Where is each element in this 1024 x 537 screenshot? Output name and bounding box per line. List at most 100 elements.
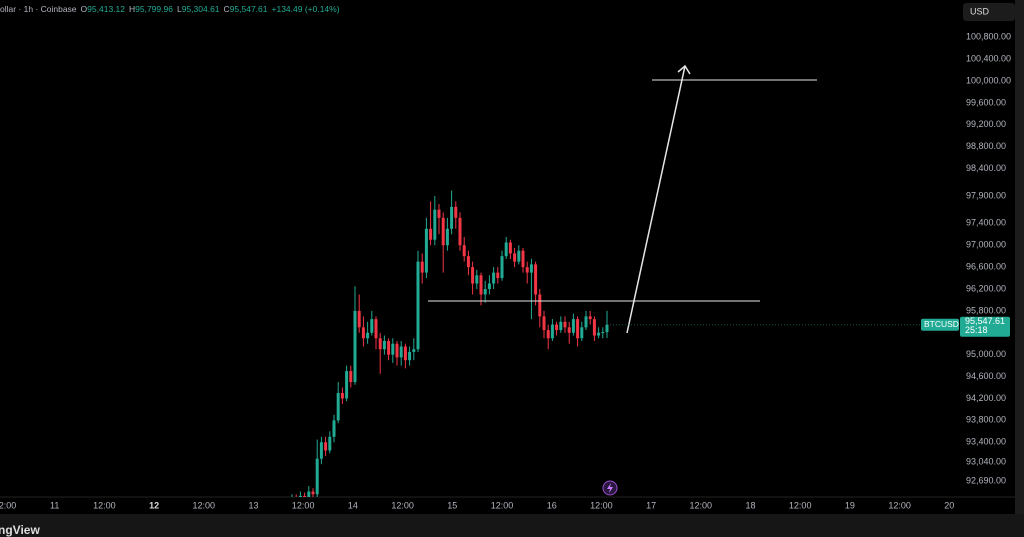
candle-body xyxy=(559,321,563,331)
candle-body xyxy=(357,310,361,328)
candle-body xyxy=(466,256,470,268)
x-tick-label: 20 xyxy=(944,500,954,510)
countdown-label: 25:18 xyxy=(965,325,988,335)
candle-body xyxy=(525,267,529,273)
candle-body xyxy=(550,324,554,339)
x-tick-label: 12:00 xyxy=(193,500,216,510)
candle-body xyxy=(298,495,302,497)
candle-body xyxy=(353,310,357,383)
candle-body xyxy=(529,264,533,273)
candle-body xyxy=(567,327,571,333)
candle-body xyxy=(399,346,403,358)
x-tick-label: 18 xyxy=(745,500,755,510)
y-tick-label: 97,000.00 xyxy=(966,240,1006,250)
candle-body xyxy=(462,245,466,257)
candle-body xyxy=(508,242,512,254)
ohlc-value: 95,304.61 xyxy=(181,4,220,14)
x-tick-label: 16 xyxy=(547,500,557,510)
candle-body xyxy=(403,346,407,361)
candle-body xyxy=(458,217,462,246)
y-tick-label: 95,800.00 xyxy=(966,305,1006,315)
candle-body xyxy=(319,442,323,459)
candle-body xyxy=(471,267,475,284)
ohlc-label: H xyxy=(129,4,136,14)
ohlc-label: C xyxy=(223,4,230,14)
candle-body xyxy=(361,327,365,339)
candle-body xyxy=(597,332,601,336)
candle-body xyxy=(487,283,491,290)
candle-body xyxy=(332,420,336,437)
candle-body xyxy=(513,253,517,262)
x-tick-label: 12:00 xyxy=(93,500,116,510)
x-tick-label: 19 xyxy=(845,500,855,510)
y-tick-label: 96,600.00 xyxy=(966,261,1006,271)
y-tick-label: 98,400.00 xyxy=(966,163,1006,173)
x-tick-label: 12:00 xyxy=(690,500,713,510)
y-tick-label: 99,200.00 xyxy=(966,119,1006,129)
x-tick-label: 15 xyxy=(447,500,457,510)
symbol-info: ollar · 1h · Coinbase xyxy=(0,4,77,14)
candle-body xyxy=(420,261,424,273)
candle-body xyxy=(345,371,349,399)
candle-body xyxy=(483,289,487,295)
candle-body xyxy=(500,256,504,279)
x-tick-label: 12:00 xyxy=(590,500,613,510)
candle-body xyxy=(349,371,353,383)
y-tick-label: 99,600.00 xyxy=(966,97,1006,107)
candle-body xyxy=(534,264,538,295)
candle-body xyxy=(504,242,508,257)
currency-button[interactable] xyxy=(963,3,1015,21)
arrow[interactable] xyxy=(626,65,686,334)
candle-body xyxy=(601,332,605,334)
footer-bar xyxy=(0,514,1024,537)
candle-body xyxy=(588,316,592,320)
symbol-tag xyxy=(921,318,959,331)
candle-body xyxy=(496,272,500,279)
candle-body xyxy=(387,341,391,355)
x-tick-label: 14 xyxy=(348,500,358,510)
candle-body xyxy=(592,319,596,336)
y-tick-label: 92,690.00 xyxy=(966,476,1006,486)
candle-body xyxy=(336,393,340,421)
candle-body xyxy=(324,442,328,451)
candle-body xyxy=(374,319,378,339)
x-tick-label: 11 xyxy=(50,500,59,510)
x-tick-label: 12:00 xyxy=(789,500,812,510)
x-tick-label: 12:00 xyxy=(292,500,315,510)
x-tick-label: 17 xyxy=(646,500,656,510)
ohlc-label: L xyxy=(176,4,182,14)
y-tick-label: 93,040.00 xyxy=(966,456,1006,466)
candle-body xyxy=(521,250,525,268)
candle-body xyxy=(412,349,416,352)
candle-body xyxy=(546,330,550,339)
candle-body xyxy=(475,275,479,284)
ohlc-value: 95,547.61 xyxy=(229,4,268,14)
candle-body xyxy=(454,206,458,218)
y-tick-label: 93,400.00 xyxy=(966,437,1006,447)
candle-body xyxy=(576,319,580,339)
ohlc-value: 95,799.96 xyxy=(135,4,173,14)
x-tick-label: 12:00 xyxy=(0,500,16,510)
x-tick-label: 12:00 xyxy=(391,500,414,510)
candle-body xyxy=(563,321,567,328)
x-tick-label: 12:00 xyxy=(491,500,514,510)
y-tick-label: 97,400.00 xyxy=(966,218,1006,228)
candle-body xyxy=(542,316,546,331)
y-tick-label: 100,000.00 xyxy=(966,75,1011,85)
candle-body xyxy=(382,341,386,350)
candle-body xyxy=(366,332,370,339)
candle-body xyxy=(395,343,399,358)
candle-body xyxy=(340,393,344,399)
symbol-tag-label: BTCUSD xyxy=(924,319,959,329)
candle-body xyxy=(391,343,395,355)
candle-body xyxy=(555,324,559,331)
y-tick-label: 97,900.00 xyxy=(966,190,1006,200)
y-tick-label: 100,400.00 xyxy=(966,53,1011,63)
y-tick-label: 94,200.00 xyxy=(966,393,1006,403)
candle-body xyxy=(492,272,496,284)
candle-body xyxy=(584,316,588,328)
ohlc-value: 95,413.12 xyxy=(87,4,125,14)
candle-body xyxy=(437,209,441,218)
